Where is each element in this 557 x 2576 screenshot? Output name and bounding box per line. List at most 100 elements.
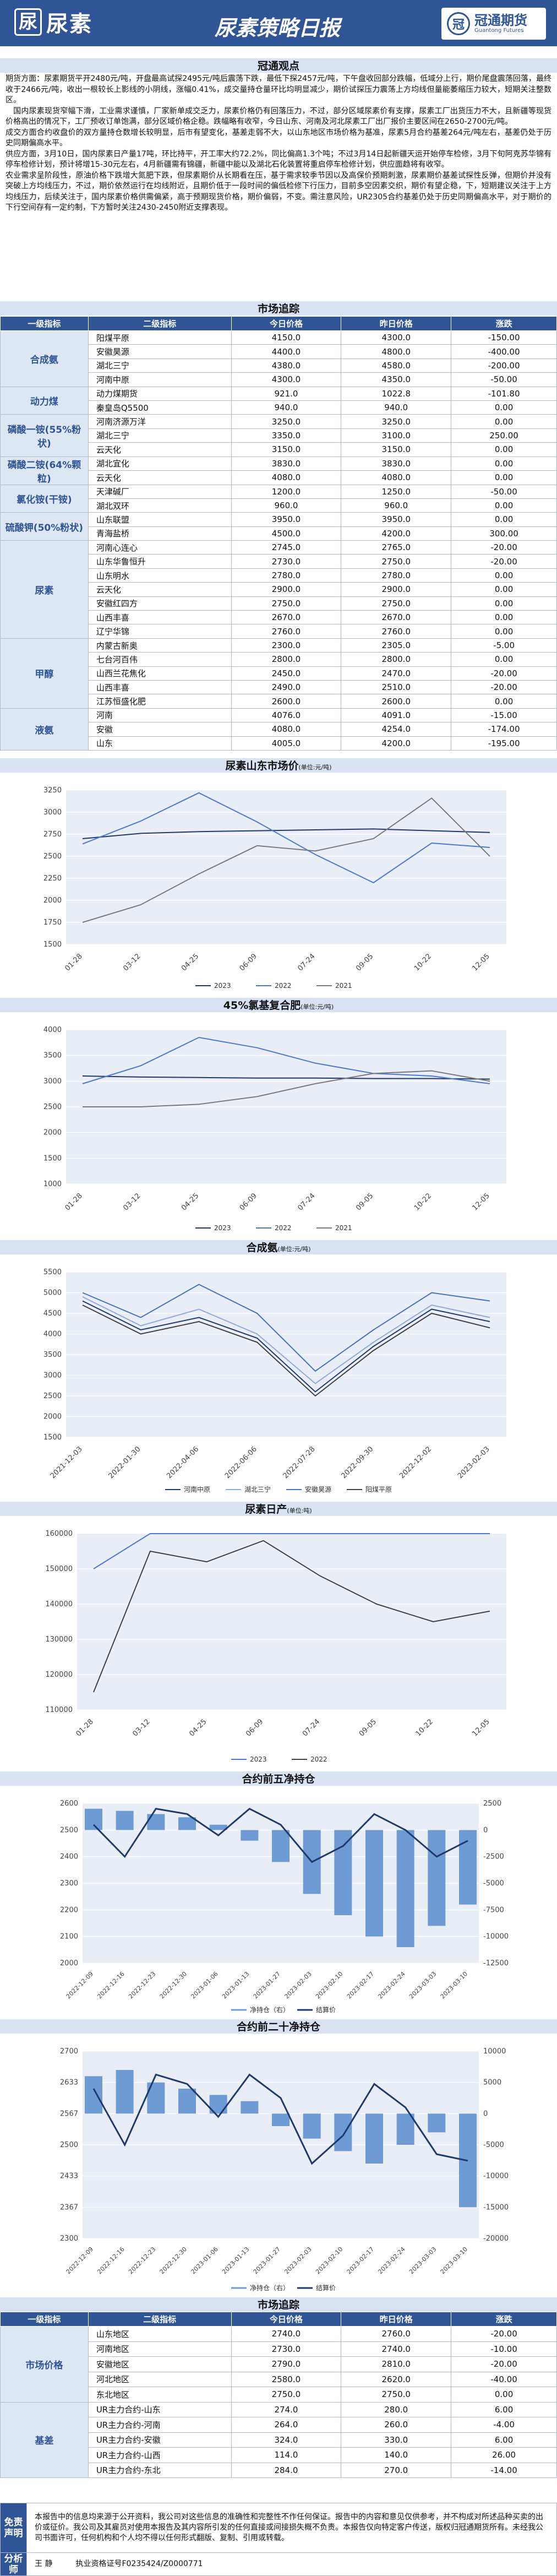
table-cell: 3350.0 — [231, 428, 342, 443]
table-row: 湖北三宁 3350.0 3100.0 250.00 — [1, 428, 557, 443]
footer-table: 免责声明 本报告中的信息均来源于公开资料，我公司对这些信息的准确性和完整性不作任… — [0, 2503, 557, 2576]
legend-label: 2023 — [214, 982, 231, 990]
table-cell: -10.00 — [451, 2341, 557, 2357]
x-tick-label: 12-05 — [471, 952, 492, 972]
y2-tick-label: -20000 — [483, 2235, 509, 2243]
table-cell: 0.00 — [451, 512, 557, 527]
y-tick-label: 2100 — [60, 1933, 78, 1941]
table-cell: 284.0 — [231, 2462, 342, 2478]
x-tick-label: 12-05 — [471, 1718, 492, 1738]
legend-label: 湖北三宁 — [244, 1485, 271, 1493]
x-tick-label: 03-12 — [122, 952, 142, 972]
x-tick-label: 2022-12-23 — [127, 1970, 157, 2000]
table-cell: 4080.0 — [231, 722, 342, 737]
table-cell: -5.00 — [451, 638, 557, 653]
table-row: 七台河百伟 2800.0 2800.0 0.00 — [1, 652, 557, 667]
table-cell: -195.00 — [451, 736, 557, 751]
x-tick-label: 09-05 — [354, 952, 375, 972]
series-line-阳煤平原 — [82, 1305, 490, 1397]
table-cell: -50.00 — [451, 484, 557, 499]
table-category: 尿素 — [0, 540, 89, 639]
settlement-line — [92, 1807, 468, 1863]
x-tick-label: 2023-02-03 — [456, 1445, 492, 1480]
table-category: 甲醇 — [0, 638, 89, 709]
legend: 河南中原 湖北三宁 安徽昊源 阳煤平原 — [165, 1485, 392, 1493]
x-tick-label: 2022-12-09 — [65, 1970, 95, 2000]
y-tick-label: 140000 — [45, 1600, 73, 1608]
table-cell: 3830.0 — [341, 456, 452, 471]
table-row: 甲醇 内蒙古新奥 2300.0 2305.0 -5.00 — [0, 638, 557, 709]
y2-tick-label: -15000 — [483, 2203, 509, 2211]
table-cell: -200.00 — [451, 358, 557, 373]
x-tick-label: 2023-02-10 — [314, 2246, 344, 2275]
table-cell: 2760.0 — [341, 624, 452, 639]
y-tick-label: 3000 — [43, 808, 62, 817]
x-tick-label: 2022-04-06 — [165, 1445, 200, 1480]
legend-label: 结算价 — [316, 2006, 336, 2014]
table-cell: 960.0 — [231, 498, 342, 513]
x-tick-label: 2023-03-10 — [439, 2246, 469, 2275]
table-cell: 2300.0 — [231, 638, 342, 653]
analyst-label: 分析师 — [0, 2552, 27, 2576]
table-cell: 3100.0 — [341, 428, 452, 443]
legend-label: 净持仓（右） — [250, 2006, 290, 2014]
position-bar — [178, 1817, 196, 1830]
table-cell: -20.00 — [451, 540, 557, 555]
table-cell: 2810.0 — [341, 2356, 452, 2372]
y2-tick-label: -2500 — [483, 1853, 504, 1861]
x-tick-label: 01-28 — [75, 1718, 95, 1738]
y2-tick-label: -12500 — [483, 1959, 509, 1968]
position-bar — [272, 1830, 290, 1862]
x-tick-label: 07-24 — [296, 952, 316, 972]
table-cell: -20.00 — [451, 666, 557, 681]
view-paragraph: 成交方面合约收盘价的双方量持仓数增长较明显，后市有望变化，基差走弱不大，以山东地… — [6, 128, 551, 148]
table-cell: 2730.0 — [231, 2341, 342, 2357]
position-bar — [334, 1830, 352, 1915]
table-header: 涨跌 — [451, 316, 557, 331]
table-cell: 0.00 — [451, 442, 557, 457]
table-cell: 960.0 — [341, 498, 452, 513]
table-cell: 4200.0 — [341, 526, 452, 541]
table-cell: 2780.0 — [341, 568, 452, 583]
table-cell: -20.00 — [451, 2326, 557, 2342]
x-tick-label: 09-05 — [358, 1718, 378, 1738]
position-bar — [116, 2070, 134, 2114]
table-cell: 山东 — [88, 736, 232, 751]
series-line-2021 — [82, 797, 490, 923]
y-tick-label: 4000 — [43, 1026, 62, 1034]
table-cell: 2750.0 — [231, 2387, 342, 2403]
table-cell: 动力煤期货 — [88, 386, 232, 401]
view-paragraph: 供应方面，3月10日，国内尿素日产量17吨，环比持平，开工率大约72.2%，同比… — [6, 149, 551, 170]
y-tick-label: 2567 — [60, 2110, 78, 2118]
y2-tick-label: -10000 — [483, 1933, 509, 1941]
table-row: 液氨 河南 4076.0 4091.0 -15.00 — [0, 708, 557, 751]
table-cell: 2670.0 — [231, 610, 342, 625]
table-cell: 2800.0 — [231, 652, 342, 667]
table-category: 液氨 — [0, 708, 89, 751]
table-row: 安徽 4080.0 4254.0 -174.00 — [1, 722, 557, 737]
table-row: 山东 4005.0 4200.0 -195.00 — [1, 736, 557, 751]
section-title-view: 冠通观点 — [0, 57, 557, 73]
table-cell: -101.80 — [451, 386, 557, 401]
table-cell: 0.00 — [451, 456, 557, 471]
market-table-2: 一级指标 二级指标 今日价格 昨日价格 涨跌 市场价格 山东地区 2740.0 2760.0 -2… — [0, 2312, 557, 2478]
table-cell: -174.00 — [451, 722, 557, 737]
table-cell: 2740.0 — [231, 2326, 342, 2342]
position-bar — [396, 2113, 414, 2145]
section-title-market2: 市场追踪 — [0, 2296, 557, 2312]
table-row: 合成氨 阳煤平原 4150.0 4300.0 -150.00 — [0, 330, 557, 387]
table-cell: 300.00 — [451, 526, 557, 541]
table-cell: 4300.0 — [231, 372, 342, 387]
y2-tick-label: 5000 — [483, 2079, 501, 2087]
view-paragraph: 农业需求呈阶段性，原油价格下跌增大氮肥下跌，但尿素期价从长期看在压，基于需求较季… — [6, 171, 551, 213]
x-tick-label: 2023-01-13 — [221, 2246, 250, 2275]
x-tick-label: 2023-01-27 — [252, 1970, 282, 2000]
legend: 2023 2022 2021 — [195, 1224, 352, 1232]
table-cell: 2900.0 — [341, 582, 452, 597]
table-header: 二级指标 — [88, 316, 232, 331]
table-cell: 0.00 — [451, 414, 557, 429]
legend: 净持仓（右） 结算价 — [231, 2006, 336, 2014]
x-tick-label: 04-25 — [180, 952, 200, 972]
product-logo: 尿 尿素 — [14, 8, 92, 37]
table-cell: 4254.0 — [341, 722, 452, 737]
